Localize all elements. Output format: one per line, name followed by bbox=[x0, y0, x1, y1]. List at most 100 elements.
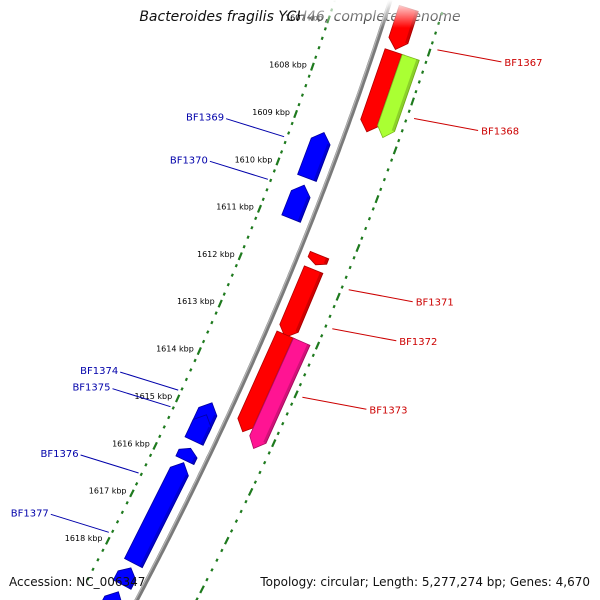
gene-arrow-shade bbox=[313, 143, 331, 182]
minor-tick bbox=[298, 382, 303, 387]
gene-label-leader bbox=[225, 118, 285, 138]
minor-tick bbox=[265, 188, 269, 192]
minor-tick bbox=[328, 314, 332, 319]
gene-arrow-bf1368[interactable] bbox=[360, 48, 405, 133]
top-fade bbox=[300, 0, 600, 28]
minor-tick bbox=[254, 216, 258, 221]
kbp-tick-label: 1618 kbp bbox=[65, 534, 103, 543]
kbp-tick-label: 1615 kbp bbox=[134, 392, 172, 401]
gene-arrow-bf1377[interactable] bbox=[112, 567, 137, 590]
gene-label-bf1376[interactable]: BF1376 bbox=[41, 449, 79, 460]
accession-text: Accession: NC_006347 bbox=[9, 575, 146, 589]
minor-tick bbox=[344, 275, 348, 280]
minor-tick bbox=[115, 520, 120, 524]
gene-label-bf1368[interactable]: BF1368 bbox=[481, 127, 519, 138]
kbp-tick-label: 1610 kbp bbox=[235, 155, 273, 164]
gene-arrow-bf1370[interactable] bbox=[281, 184, 311, 223]
gene-arrow-bf1376[interactable] bbox=[123, 462, 189, 569]
minor-tick bbox=[304, 83, 308, 88]
minor-tick bbox=[397, 138, 401, 143]
minor-tick bbox=[283, 140, 287, 145]
minor-tick bbox=[272, 169, 276, 173]
major-tick bbox=[224, 536, 230, 545]
minor-tick bbox=[324, 324, 328, 328]
major-tick bbox=[247, 487, 254, 496]
gene-label-leader bbox=[348, 289, 413, 303]
minor-tick bbox=[303, 373, 307, 377]
gene-arrow-bf1375[interactable] bbox=[184, 414, 212, 446]
minor-tick bbox=[424, 60, 428, 65]
kbp-tick-label: 1612 kbp bbox=[197, 250, 235, 259]
major-tick bbox=[275, 157, 281, 166]
gene-label-bf1375[interactable]: BF1375 bbox=[72, 383, 110, 394]
gene-arrow-bf1368[interactable] bbox=[377, 53, 420, 139]
minor-tick bbox=[297, 102, 301, 107]
gene-arrow-bf1373[interactable] bbox=[249, 337, 311, 450]
minor-tick bbox=[279, 150, 284, 154]
minor-tick bbox=[287, 131, 291, 135]
major-tick bbox=[196, 346, 202, 356]
gene-arrow-bf1377[interactable] bbox=[93, 591, 123, 600]
minor-tick bbox=[253, 480, 257, 484]
gene-arrow-bf1371[interactable] bbox=[307, 250, 330, 266]
gene-label-leader bbox=[437, 49, 502, 63]
minor-tick bbox=[167, 415, 171, 420]
gene-arrow-bf1372[interactable] bbox=[279, 265, 324, 338]
minor-tick bbox=[314, 55, 318, 60]
minor-tick bbox=[276, 431, 280, 436]
minor-tick bbox=[206, 330, 210, 334]
minor-tick bbox=[382, 177, 386, 182]
major-tick bbox=[217, 299, 223, 308]
minor-tick bbox=[281, 421, 285, 426]
minor-tick bbox=[414, 89, 418, 94]
gene-label-bf1370[interactable]: BF1370 bbox=[170, 155, 208, 166]
minor-tick bbox=[234, 519, 239, 524]
minor-tick bbox=[91, 567, 95, 572]
gene-label-bf1373[interactable]: BF1373 bbox=[369, 405, 407, 416]
minor-tick bbox=[230, 273, 234, 277]
minor-tick bbox=[348, 265, 352, 270]
major-tick bbox=[237, 252, 243, 261]
gene-label-bf1377[interactable]: BF1377 bbox=[11, 508, 49, 519]
gene-label-leader bbox=[332, 328, 397, 342]
minor-tick bbox=[210, 568, 214, 572]
major-tick bbox=[129, 489, 135, 498]
kbp-tick-label: 1611 kbp bbox=[216, 203, 254, 212]
minor-tick bbox=[352, 255, 356, 260]
minor-tick bbox=[215, 558, 219, 562]
gene-arrow-bf1369[interactable] bbox=[297, 131, 331, 183]
minor-tick bbox=[242, 244, 246, 249]
gene-arrow-shade bbox=[295, 272, 323, 333]
major-tick bbox=[105, 536, 111, 545]
minor-tick bbox=[86, 576, 90, 581]
minor-tick bbox=[407, 109, 411, 114]
major-tick bbox=[293, 390, 299, 399]
minor-tick bbox=[125, 501, 129, 505]
gene-label-leader bbox=[112, 388, 171, 408]
major-tick bbox=[355, 243, 361, 253]
major-tick bbox=[199, 585, 205, 594]
minor-tick bbox=[332, 304, 336, 309]
minor-tick bbox=[201, 339, 206, 344]
gene-label-bf1374[interactable]: BF1374 bbox=[80, 366, 118, 377]
major-tick bbox=[426, 48, 432, 57]
kbp-tick-label: 1609 kbp bbox=[252, 108, 290, 117]
minor-tick bbox=[120, 510, 124, 515]
gene-label-bf1369[interactable]: BF1369 bbox=[186, 113, 224, 124]
minor-tick bbox=[229, 529, 234, 533]
gene-arrow-shade bbox=[200, 426, 212, 446]
minor-tick bbox=[307, 74, 311, 78]
gene-label-bf1367[interactable]: BF1367 bbox=[504, 58, 542, 69]
gene-arrow-shade bbox=[263, 344, 310, 444]
minor-tick bbox=[386, 168, 390, 172]
gene-label-bf1371[interactable]: BF1371 bbox=[416, 298, 454, 309]
gene-arrow-bf1376[interactable] bbox=[175, 447, 198, 466]
minor-tick bbox=[184, 377, 189, 382]
minor-tick bbox=[290, 402, 294, 406]
gene-arrow-bf1373[interactable] bbox=[237, 330, 296, 433]
gene-label-leader bbox=[414, 118, 479, 131]
minor-tick bbox=[320, 334, 324, 338]
kbp-tick-label: 1613 kbp bbox=[177, 297, 215, 306]
gene-label-bf1372[interactable]: BF1372 bbox=[399, 337, 437, 348]
major-tick bbox=[256, 204, 263, 213]
